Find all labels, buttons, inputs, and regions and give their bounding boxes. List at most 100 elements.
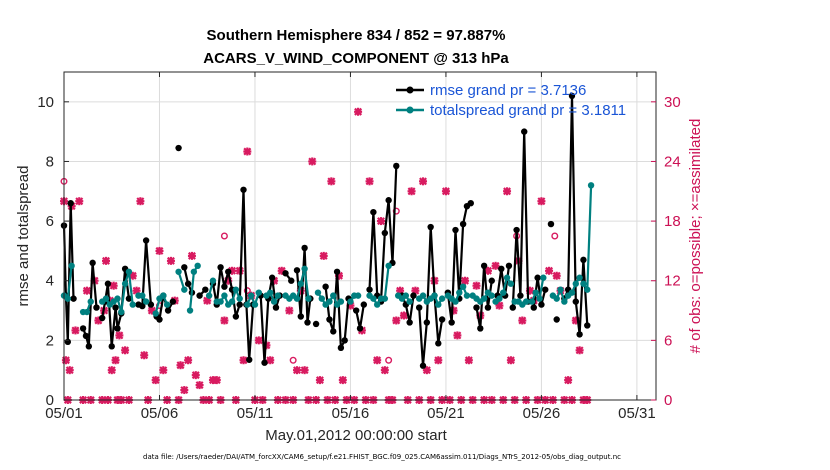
- obs-assimilated-marker: [159, 366, 168, 375]
- totalspread-point: [522, 298, 530, 305]
- totalspread-point: [118, 308, 125, 316]
- y2-tick-label: 0: [664, 392, 672, 409]
- rmse-point: [221, 283, 228, 290]
- rmse-point: [293, 267, 301, 274]
- totalspread-point: [536, 295, 543, 302]
- totalspread-point: [584, 286, 591, 293]
- rmse-point: [202, 286, 209, 293]
- totalspread-point: [406, 298, 413, 305]
- y2-tick-label: 18: [664, 213, 681, 230]
- obs-assimilated-marker: [354, 107, 363, 116]
- totalspread-point: [354, 292, 362, 299]
- totalspread-point: [209, 277, 217, 284]
- y-tick-label: 4: [46, 273, 54, 290]
- rmse-point: [480, 262, 488, 270]
- totalspread-point: [139, 292, 146, 299]
- rmse-point: [156, 316, 163, 323]
- rmse-point: [333, 268, 341, 275]
- totalspread-point: [142, 298, 150, 305]
- y2-tick-label: 24: [664, 153, 681, 170]
- rmse-point: [521, 128, 528, 135]
- obs-assimilated-marker: [491, 261, 500, 270]
- totalspread-point: [370, 295, 377, 302]
- obs-assimilated-marker: [564, 376, 573, 385]
- rmse-point: [304, 319, 311, 326]
- rmse-point: [534, 274, 541, 281]
- rmse-point: [498, 265, 505, 272]
- totalspread-point: [190, 268, 198, 275]
- obs-assimilated-marker: [464, 356, 473, 365]
- obs-assimilated-marker: [136, 197, 145, 206]
- rmse-point: [341, 337, 348, 344]
- y2-tick-label: 30: [664, 94, 681, 111]
- y-tick-label: 10: [37, 94, 54, 111]
- rmse-point: [70, 295, 77, 302]
- totalspread-point: [326, 298, 333, 305]
- obs-assimilated-marker: [392, 316, 401, 325]
- y-axis-label: rmse and totalspread: [15, 166, 32, 307]
- rmse-point: [175, 144, 182, 152]
- rmse-point: [114, 325, 121, 332]
- rmse-point: [85, 343, 93, 350]
- totalspread-point: [301, 265, 308, 272]
- rmse-point: [272, 304, 280, 311]
- totalspread-point: [121, 280, 129, 287]
- totalspread-point: [236, 295, 243, 302]
- totalspread-point: [247, 292, 255, 299]
- rmse-point: [547, 220, 555, 228]
- obs-assimilated-marker: [327, 177, 336, 186]
- totalspread-point: [463, 292, 471, 299]
- obs-possible-marker: [289, 356, 297, 364]
- obs-assimilated-marker: [109, 281, 118, 290]
- totalspread-point: [503, 274, 511, 281]
- totalspread-point: [274, 292, 282, 299]
- obs-assimilated-marker: [191, 371, 200, 380]
- y-tick-label: 2: [46, 332, 54, 349]
- totalspread-point: [318, 295, 326, 302]
- obs-assimilated-marker: [180, 386, 189, 395]
- rmse-point: [477, 325, 484, 332]
- rmse-point: [423, 319, 431, 326]
- obs-assimilated-marker: [121, 346, 130, 355]
- obs-assimilated-marker: [373, 356, 382, 365]
- rmse-point: [236, 301, 243, 308]
- rmse-point: [79, 325, 87, 332]
- totalspread-point: [381, 295, 389, 302]
- rmse-point: [385, 197, 392, 204]
- obs-assimilated-marker: [195, 381, 204, 390]
- obs-assimilated-marker: [434, 356, 443, 365]
- totalspread-point: [540, 274, 547, 281]
- rmse-point: [82, 332, 90, 340]
- totalspread-point: [186, 307, 194, 314]
- rmse-point: [184, 280, 192, 287]
- totalspread-point: [205, 292, 213, 299]
- totalspread-point: [129, 301, 136, 308]
- y-tick-label: 8: [46, 153, 54, 170]
- rmse-point: [488, 277, 495, 284]
- totalspread-point: [402, 292, 410, 299]
- obs-assimilated-marker: [545, 266, 554, 275]
- obs-assimilated-marker: [212, 376, 221, 385]
- rmse-point: [112, 304, 119, 311]
- obs-assimilated-marker: [575, 346, 584, 355]
- grid-lines: [63, 72, 656, 401]
- totalspread-point: [385, 262, 392, 270]
- axes: 05/01 05/06 05/11 05/16 05/21 05/26 05/3102468…: [37, 72, 681, 422]
- totalspread-point: [587, 182, 595, 189]
- obs-assimilated-marker: [503, 187, 512, 196]
- rmse-point: [553, 316, 560, 323]
- totalspread-point: [480, 295, 488, 302]
- rmse-point: [542, 286, 549, 293]
- legend-rmse-marker: [406, 86, 414, 94]
- totalspread-line: [530, 277, 545, 303]
- rmse-point: [301, 244, 308, 252]
- rmse-point: [517, 292, 524, 299]
- rmse-point: [513, 226, 520, 234]
- obs-assimilated-marker: [75, 197, 84, 206]
- totalspread-point: [507, 280, 515, 287]
- totalspread-point: [580, 280, 587, 287]
- y-tick-label: 6: [46, 213, 54, 230]
- rmse-point: [530, 304, 537, 311]
- x-tick-label: 05/16: [332, 405, 370, 422]
